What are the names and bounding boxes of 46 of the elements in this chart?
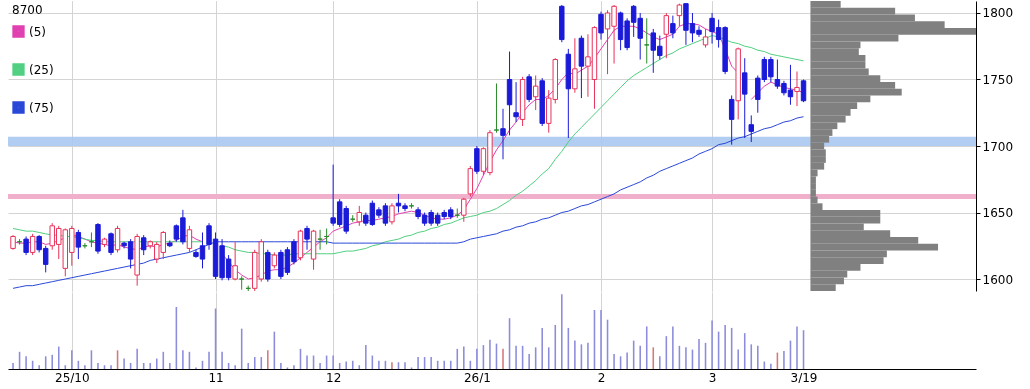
candlestick: [461, 197, 467, 223]
candlestick: [728, 94, 735, 146]
candlestick: [742, 57, 748, 139]
legend-label: (5): [29, 24, 46, 39]
candlestick: [29, 233, 36, 256]
x-tick-label: 12: [326, 370, 342, 385]
candlestick: [114, 225, 121, 253]
x-tick-label: 3: [708, 370, 717, 385]
x-tick-label: 26/1: [463, 370, 491, 385]
x-tick-label: 3/19: [790, 370, 818, 385]
legend-label: (25): [29, 62, 54, 77]
x-tick-label: 11: [208, 370, 224, 385]
y-tick-label: 1750: [982, 72, 1014, 87]
candlestick: [663, 12, 670, 59]
candlestick: [513, 81, 519, 123]
candlestick: [75, 229, 82, 260]
candlestick: [670, 15, 676, 39]
line-series: [12, 116, 805, 289]
candlestick: [748, 114, 754, 143]
chart-title: 8700: [12, 3, 43, 17]
legend-label: (75): [29, 100, 54, 115]
candlestick: [389, 202, 395, 225]
x-tick-label: 25/10: [55, 370, 90, 385]
candlestick: [532, 75, 539, 111]
x-tick-label: 2: [597, 370, 606, 385]
y-tick-label: 1600: [982, 272, 1014, 287]
y-tick-label: 1800: [982, 6, 1014, 21]
candlestick: [572, 37, 578, 94]
candlestick: [232, 241, 238, 281]
candlestick: [474, 145, 480, 175]
candlestick: [238, 275, 245, 291]
candlestick: [500, 108, 506, 160]
candlestick: [702, 28, 709, 49]
candlestick: [794, 71, 800, 107]
candlestick: [800, 78, 807, 103]
candlestick: [186, 225, 193, 253]
candlestick: [598, 11, 604, 41]
y-tick-label: 1700: [982, 139, 1014, 154]
y-tick-label: 1650: [982, 206, 1014, 221]
candlestick: [493, 82, 500, 134]
candlestick: [108, 231, 114, 256]
candlestick: [140, 234, 147, 256]
candlestick: [23, 235, 29, 256]
candlestick: [526, 73, 532, 103]
candlestick: [304, 225, 310, 251]
candlestick: [356, 205, 362, 227]
